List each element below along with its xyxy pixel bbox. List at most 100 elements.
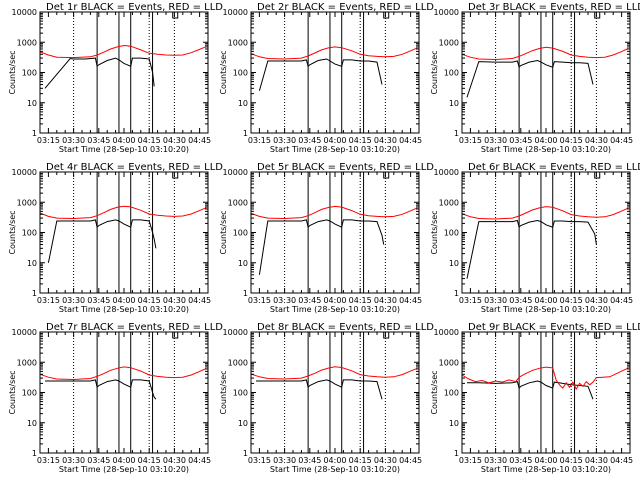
x-tick-label: 04:45 <box>188 456 211 465</box>
top-marker <box>172 12 179 19</box>
x-tick-label: 04:15 <box>560 296 583 305</box>
y-tick-label: 100 <box>233 229 248 238</box>
detector-panel: Det 4r BLACK = Events, RED = LLD 1 10 100 10… <box>8 162 223 314</box>
x-tick-label: 04:00 <box>534 136 557 145</box>
x-tick-label: 03:15 <box>459 456 482 465</box>
y-tick-label: 10 <box>449 99 459 108</box>
lld-series-line <box>461 366 629 391</box>
x-tick-label: 04:30 <box>585 296 608 305</box>
events-series-line <box>44 57 155 89</box>
detector-panel: Det 1r BLACK = Events, RED = LLD 1 10 100 10… <box>8 2 223 154</box>
x-tick-label: 04:45 <box>188 296 211 305</box>
x-tick-label: 03:15 <box>248 456 271 465</box>
y-tick-label: 100 <box>22 229 37 238</box>
detector-panel: Det 2r BLACK = Events, RED = LLD 1 10 100 10… <box>219 2 434 154</box>
x-axis-label: Start Time (28-Sep-10 03:10:20) <box>481 145 611 154</box>
plot-frame <box>39 11 209 134</box>
x-tick-label: 04:15 <box>349 296 372 305</box>
y-axis-label: Counts/sec <box>430 210 439 254</box>
y-axis-label: Counts/sec <box>8 50 17 94</box>
x-tick-label: 04:00 <box>112 136 135 145</box>
top-marker <box>172 172 179 179</box>
lld-series-line <box>39 205 207 220</box>
plot-frame <box>250 11 420 134</box>
y-tick-label: 10000 <box>434 168 459 177</box>
lld-series-line <box>250 205 418 220</box>
x-axis-label: Start Time (28-Sep-10 03:10:20) <box>481 305 611 314</box>
boundary-box <box>307 331 331 454</box>
x-tick-label: 04:15 <box>560 456 583 465</box>
x-tick-label: 04:45 <box>399 296 422 305</box>
y-tick-label: 10 <box>238 99 248 108</box>
y-axis-label: Counts/sec <box>8 210 17 254</box>
plot-frame <box>39 171 209 294</box>
x-tick-label: 04:30 <box>163 296 186 305</box>
panel-title: Det 1r BLACK = Events, RED = LLD <box>46 2 223 13</box>
y-tick-label: 1000 <box>228 198 248 207</box>
y-tick-label: 1 <box>454 449 459 458</box>
events-series-line <box>47 219 157 263</box>
top-marker <box>172 332 179 339</box>
y-axis-label: Counts/sec <box>430 50 439 94</box>
x-tick-label: 04:15 <box>138 296 161 305</box>
boundary-box <box>307 171 331 294</box>
panel-title: Det 9r BLACK = Events, RED = LLD <box>468 322 640 333</box>
y-tick-label: 10 <box>27 99 37 108</box>
y-tick-label: 1 <box>32 129 37 138</box>
x-tick-label: 04:30 <box>163 456 186 465</box>
y-tick-label: 100 <box>444 229 459 238</box>
x-tick-label: 03:30 <box>484 136 507 145</box>
x-tick-label: 04:00 <box>534 296 557 305</box>
x-tick-label: 03:30 <box>62 296 85 305</box>
y-tick-label: 1 <box>243 129 248 138</box>
y-tick-label: 10000 <box>434 328 459 337</box>
x-tick-label: 03:45 <box>298 456 321 465</box>
y-axis-label: Counts/sec <box>8 370 17 414</box>
x-tick-label: 04:00 <box>112 456 135 465</box>
x-tick-label: 04:30 <box>163 136 186 145</box>
x-tick-label: 04:30 <box>374 136 397 145</box>
y-tick-label: 10000 <box>12 8 37 17</box>
x-axis-label: Start Time (28-Sep-10 03:10:20) <box>59 305 189 314</box>
y-tick-label: 10000 <box>12 168 37 177</box>
x-tick-label: 04:00 <box>112 296 135 305</box>
panel-title: Det 5r BLACK = Events, RED = LLD <box>257 162 434 173</box>
x-tick-label: 03:45 <box>509 296 532 305</box>
events-series-line <box>466 59 594 98</box>
y-tick-label: 100 <box>444 389 459 398</box>
detector-panel: Det 8r BLACK = Events, RED = LLD 1 10 100 10… <box>219 322 434 474</box>
top-marker <box>594 12 601 19</box>
detector-panel: Det 5r BLACK = Events, RED = LLD 1 10 100 10… <box>219 162 434 314</box>
x-tick-label: 04:15 <box>349 136 372 145</box>
x-tick-label: 03:15 <box>37 136 60 145</box>
y-tick-label: 10000 <box>223 328 248 337</box>
x-tick-label: 04:30 <box>374 456 397 465</box>
lld-series-line <box>461 206 629 220</box>
top-marker <box>594 172 601 179</box>
x-tick-label: 03:45 <box>87 136 110 145</box>
boundary-box <box>96 171 120 294</box>
y-tick-label: 1000 <box>228 38 248 47</box>
y-tick-label: 1 <box>243 289 248 298</box>
x-tick-label: 04:00 <box>323 296 346 305</box>
x-tick-label: 04:30 <box>374 296 397 305</box>
x-tick-label: 04:45 <box>610 456 633 465</box>
y-tick-label: 1000 <box>17 38 37 47</box>
y-tick-label: 100 <box>233 69 248 78</box>
boundary-box <box>518 331 542 454</box>
x-tick-label: 03:30 <box>273 136 296 145</box>
y-axis-label: Counts/sec <box>219 210 228 254</box>
events-series-line <box>467 380 594 400</box>
top-marker <box>383 12 390 19</box>
top-marker <box>383 172 390 179</box>
y-tick-label: 10 <box>449 259 459 268</box>
y-tick-label: 100 <box>22 389 37 398</box>
y-tick-label: 100 <box>444 69 459 78</box>
detector-panel: Det 9r BLACK = Events, RED = LLD 1 10 100 10… <box>430 322 640 474</box>
lld-series-line <box>461 46 629 61</box>
x-tick-label: 04:00 <box>323 456 346 465</box>
x-tick-label: 03:30 <box>484 296 507 305</box>
x-tick-label: 04:45 <box>399 456 422 465</box>
y-tick-label: 1 <box>32 289 37 298</box>
